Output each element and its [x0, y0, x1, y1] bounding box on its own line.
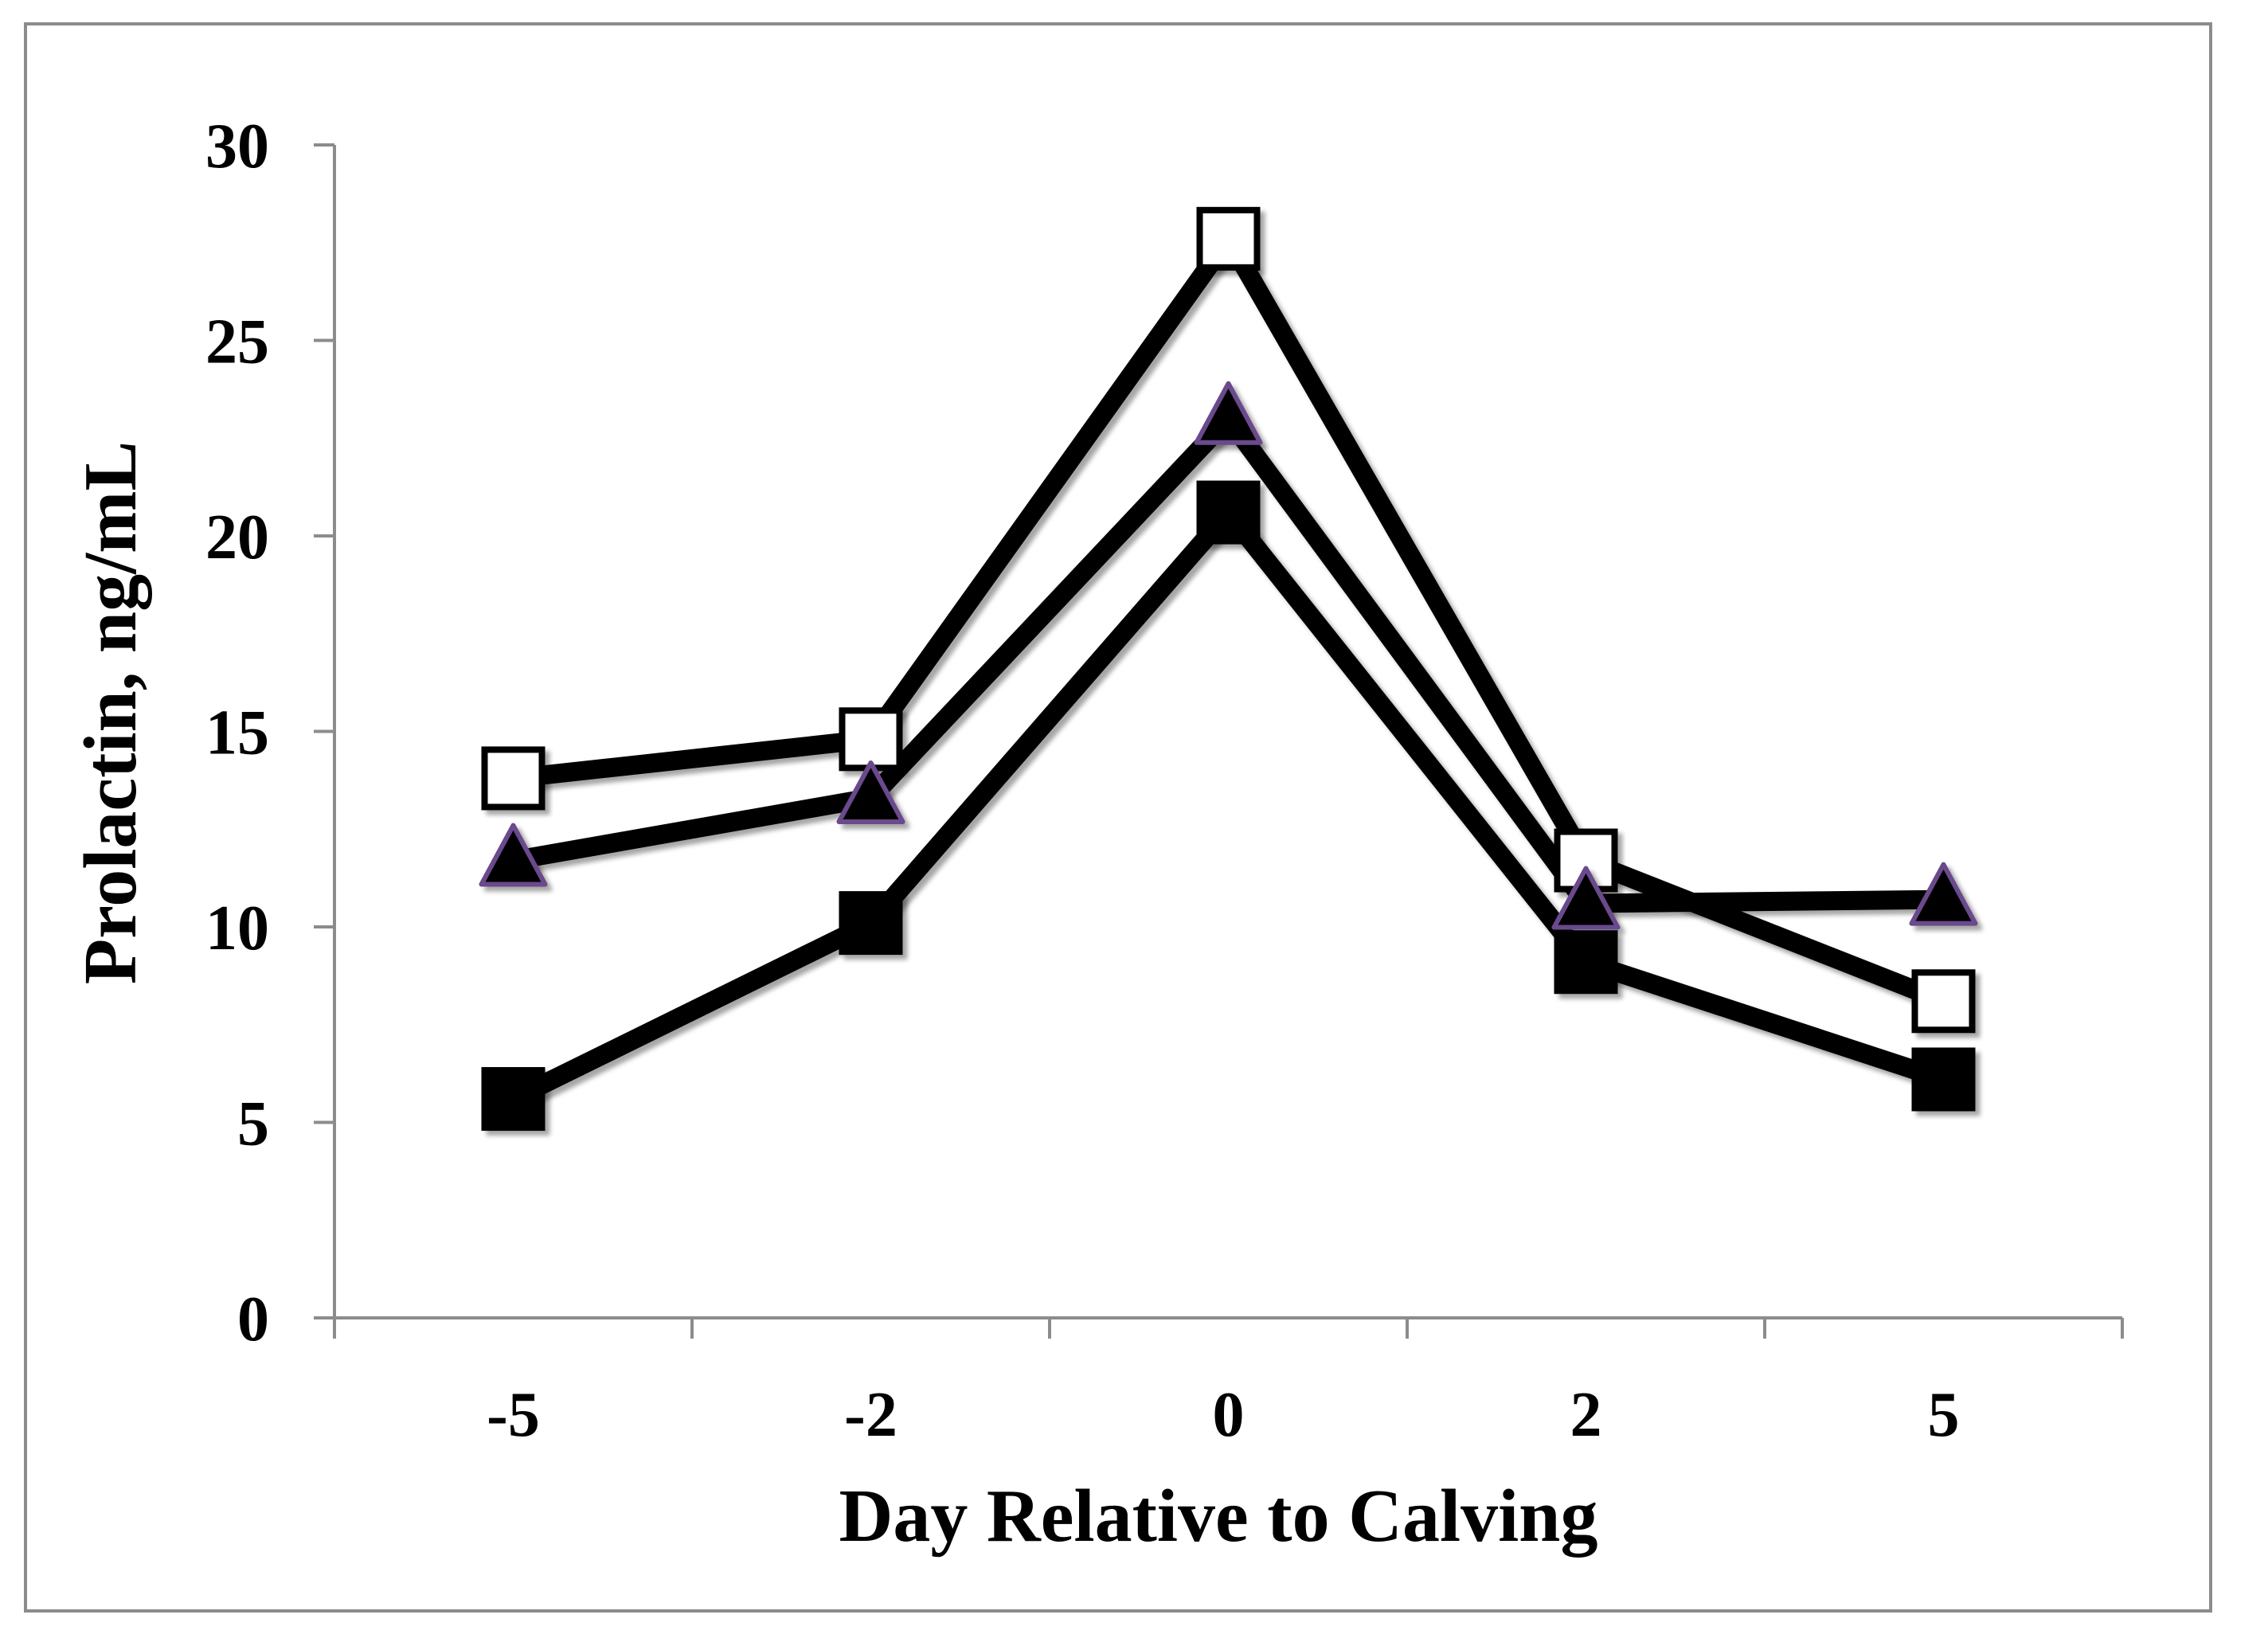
y-tick-label: 5 [237, 1089, 269, 1159]
series-line-open-square [503, 229, 1953, 1011]
y-tick-label: 15 [205, 698, 269, 768]
y-tick-label: 25 [205, 307, 269, 377]
marker-triangle [479, 823, 548, 887]
marker-open-square [839, 707, 903, 772]
marker-triangle [1194, 381, 1263, 445]
x-axis-title: Day Relative to Calving [839, 1475, 1598, 1558]
series-line-filled-square [503, 502, 1953, 1109]
x-tick-label: 2 [1570, 1380, 1602, 1450]
marker-open-square [1196, 206, 1261, 271]
y-tick-label: 20 [205, 502, 269, 573]
y-tick-label: 10 [205, 893, 269, 964]
y-tick-label: 0 [237, 1284, 269, 1355]
marker-filled-square [839, 891, 903, 956]
y-tick-label: 30 [205, 111, 269, 182]
marker-filled-square [481, 1067, 545, 1132]
marker-triangle [836, 760, 905, 824]
series-lines [503, 229, 1953, 1109]
marker-filled-square [1196, 480, 1261, 545]
marker-filled-square [1554, 930, 1618, 995]
x-tick-label: -2 [844, 1380, 897, 1450]
y-axis-title: Prolactin, ng/mL [69, 441, 152, 984]
markers [479, 206, 1978, 1132]
marker-triangle [1909, 862, 1978, 926]
marker-open-square [1911, 969, 1976, 1034]
chart-frame [24, 22, 2212, 1613]
x-tick-label: -5 [487, 1380, 540, 1450]
marker-filled-square [1911, 1047, 1976, 1112]
marker-open-square [481, 746, 545, 811]
x-tick-label: 5 [1928, 1380, 1960, 1450]
marker-triangle [1551, 866, 1621, 930]
x-tick-label: 0 [1213, 1380, 1245, 1450]
